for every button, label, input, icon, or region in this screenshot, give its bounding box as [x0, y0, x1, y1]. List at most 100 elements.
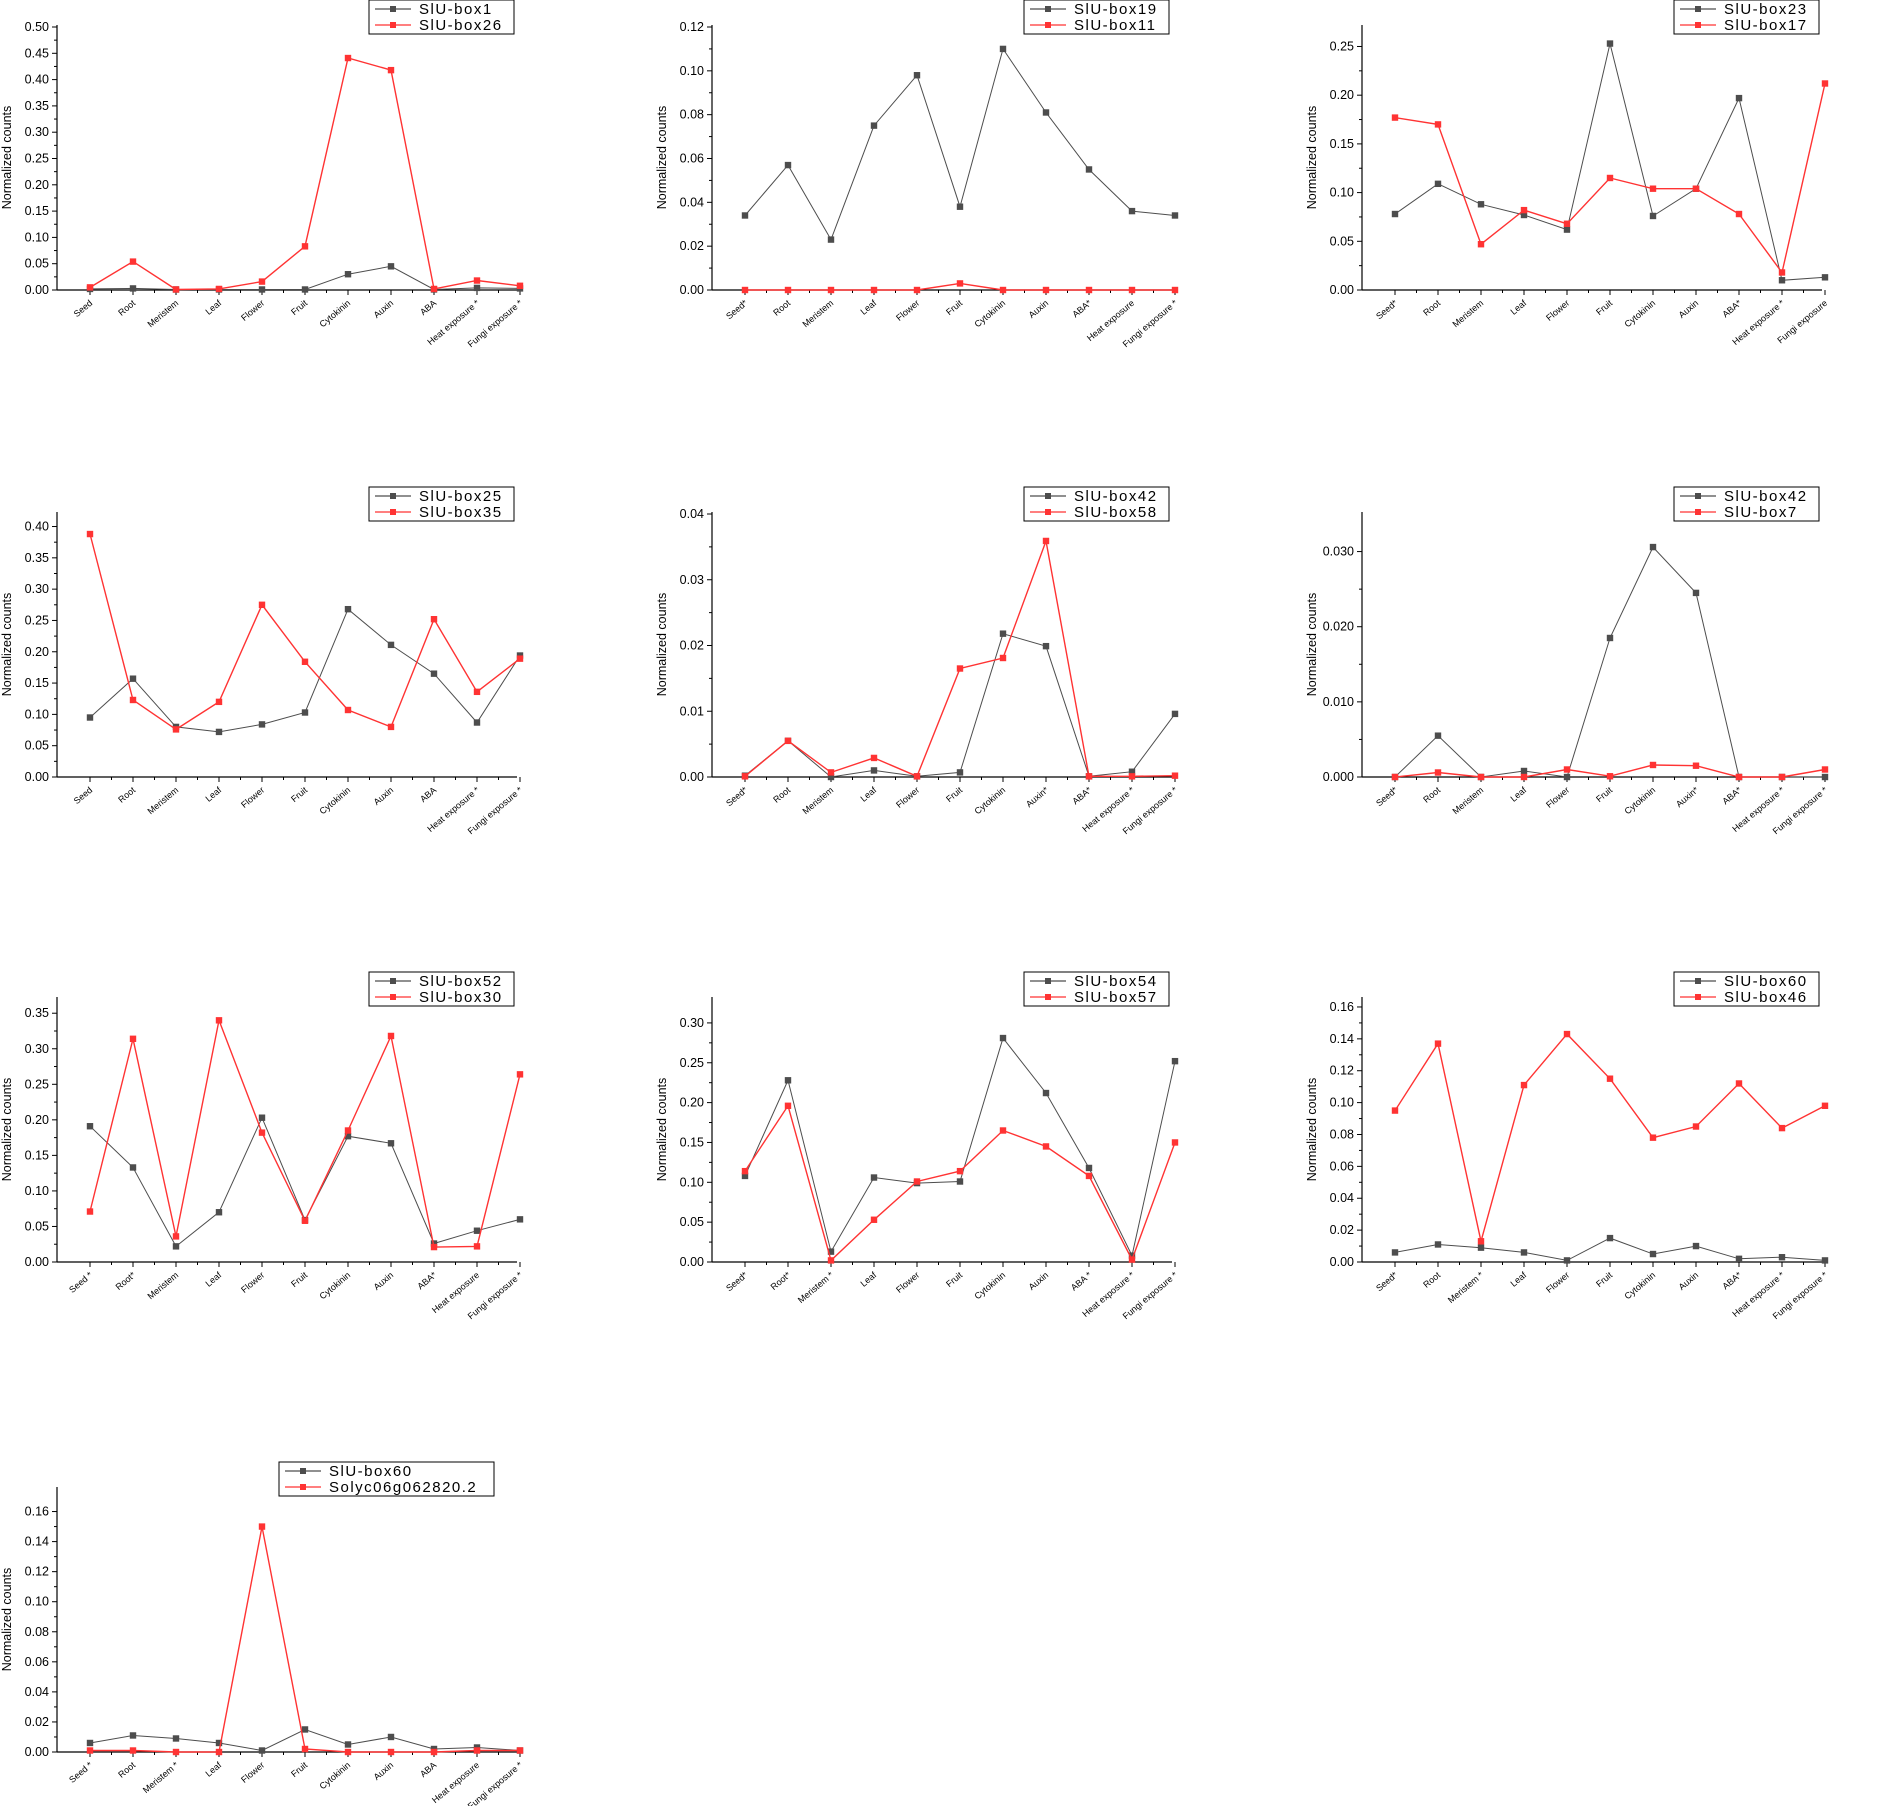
series-line-1: [1394, 546, 1825, 778]
x-tick-label: Fruit: [944, 785, 965, 805]
y-tick-label: 0.25: [25, 152, 49, 166]
data-point: [430, 285, 438, 293]
data-point: [129, 675, 137, 682]
data-point: [258, 1523, 266, 1530]
data-point: [741, 1167, 749, 1175]
x-tick-label: Leaf: [203, 1760, 223, 1779]
data-point: [86, 1123, 94, 1130]
data-point: [301, 286, 309, 293]
data-point: [86, 530, 94, 538]
data-point: [258, 286, 266, 293]
y-tick-label: 0.010: [1323, 695, 1354, 709]
data-point: [129, 1164, 137, 1171]
data-point: [1042, 642, 1050, 650]
data-point: [1821, 1257, 1829, 1264]
data-point: [215, 285, 223, 293]
chart-panel-7: 0.00 0.05 0.10 0.15 0.20 0.25 0.30 0.35 Normaliz…: [0, 971, 525, 1321]
x-tick-label: ABA*: [1720, 298, 1743, 320]
legend-entry: SlU-box17: [1724, 17, 1808, 34]
data-point: [741, 286, 749, 294]
series-line-1: [744, 47, 1176, 241]
chart-panel-9: 0.00 0.02 0.04 0.06 0.08 0.10 0.12 0.14 0.16 Norm…: [1305, 971, 1830, 1321]
data-point: [1735, 773, 1743, 781]
data-point: [215, 1739, 223, 1747]
data-point: [1520, 211, 1528, 219]
data-point: [1563, 1257, 1571, 1264]
data-point: [473, 688, 481, 696]
data-point: [387, 263, 395, 270]
x-tick-label: Seed: [72, 298, 95, 319]
data-point: [1477, 201, 1485, 208]
y-tick-label: 0.35: [25, 99, 49, 113]
data-point: [516, 1071, 524, 1078]
data-point: [913, 286, 921, 294]
y-axis-label: Normalized counts: [655, 593, 669, 697]
legend-swatch-marker: [1695, 6, 1701, 12]
data-point: [172, 1735, 180, 1742]
x-tick-label: Root*: [114, 1270, 138, 1292]
data-point: [430, 1748, 438, 1756]
data-point: [1563, 766, 1571, 773]
y-tick-label: 0.020: [1323, 620, 1354, 634]
x-tick-label: Fruit: [1594, 298, 1615, 318]
data-point: [1128, 773, 1136, 780]
data-point: [1606, 40, 1614, 47]
data-point: [344, 54, 352, 62]
legend-box: [278, 1461, 495, 1497]
x-tick-label: Root: [116, 1760, 137, 1780]
data-point: [784, 1077, 792, 1084]
data-point: [1171, 212, 1179, 219]
y-tick-label: 0.25: [25, 613, 49, 627]
y-tick-label: 0.20: [1330, 88, 1354, 102]
x-tick-label: Leaf: [203, 785, 223, 804]
x-tick-label: Auxin*: [1674, 785, 1701, 810]
y-tick-label: 0.25: [25, 1077, 49, 1091]
data-point: [172, 1748, 180, 1756]
data-point: [215, 1017, 223, 1024]
data-point: [86, 714, 94, 721]
legend-entry: SlU-box11: [1074, 17, 1156, 34]
x-tick-label: Root: [116, 298, 137, 318]
data-point: [301, 1726, 309, 1733]
x-tick-label: Flower: [894, 1270, 921, 1295]
legend-box: [1673, 486, 1820, 522]
legend-entry: SlU-box57: [1074, 989, 1158, 1006]
data-point: [999, 1034, 1007, 1042]
x-tick-label: Root: [116, 785, 137, 805]
data-point: [387, 66, 395, 74]
data-point: [86, 1747, 94, 1754]
data-point: [1085, 773, 1093, 780]
legend-entry: SlU-box7: [1724, 504, 1798, 521]
data-point: [1477, 1244, 1485, 1251]
data-point: [258, 721, 266, 728]
x-tick-label: Auxin: [372, 1270, 396, 1292]
x-tick-label: Leaf: [858, 785, 878, 804]
data-point: [1692, 1123, 1700, 1130]
data-point: [741, 1172, 749, 1180]
legend-swatch-marker: [1045, 509, 1051, 515]
data-point: [1477, 773, 1485, 781]
x-tick-label: Auxin: [372, 298, 396, 320]
y-tick-label: 0.05: [25, 257, 49, 271]
data-point: [827, 769, 835, 776]
legend-entry: SlU-box54: [1074, 973, 1158, 990]
y-axis-label: Normalized counts: [0, 1568, 14, 1672]
series-line-1: [744, 633, 1176, 778]
data-point: [1649, 761, 1657, 769]
data-point: [301, 658, 309, 665]
legend-swatch-marker: [300, 1484, 306, 1490]
data-point: [1563, 773, 1571, 781]
data-point: [172, 286, 180, 293]
x-tick-label: ABA*: [1720, 1270, 1743, 1292]
data-point: [1606, 1234, 1614, 1242]
y-tick-label: 0.20: [25, 178, 49, 192]
legend-box: [368, 0, 515, 35]
data-point: [129, 1732, 137, 1739]
y-tick-label: 0.08: [25, 1625, 49, 1639]
data-point: [956, 1167, 964, 1175]
series-line-2: [1394, 1033, 1826, 1242]
y-tick-label: 0.15: [25, 204, 49, 218]
y-tick-label: 0.00: [25, 1745, 49, 1759]
x-tick-label: Root: [771, 785, 792, 805]
data-point: [301, 1217, 309, 1224]
